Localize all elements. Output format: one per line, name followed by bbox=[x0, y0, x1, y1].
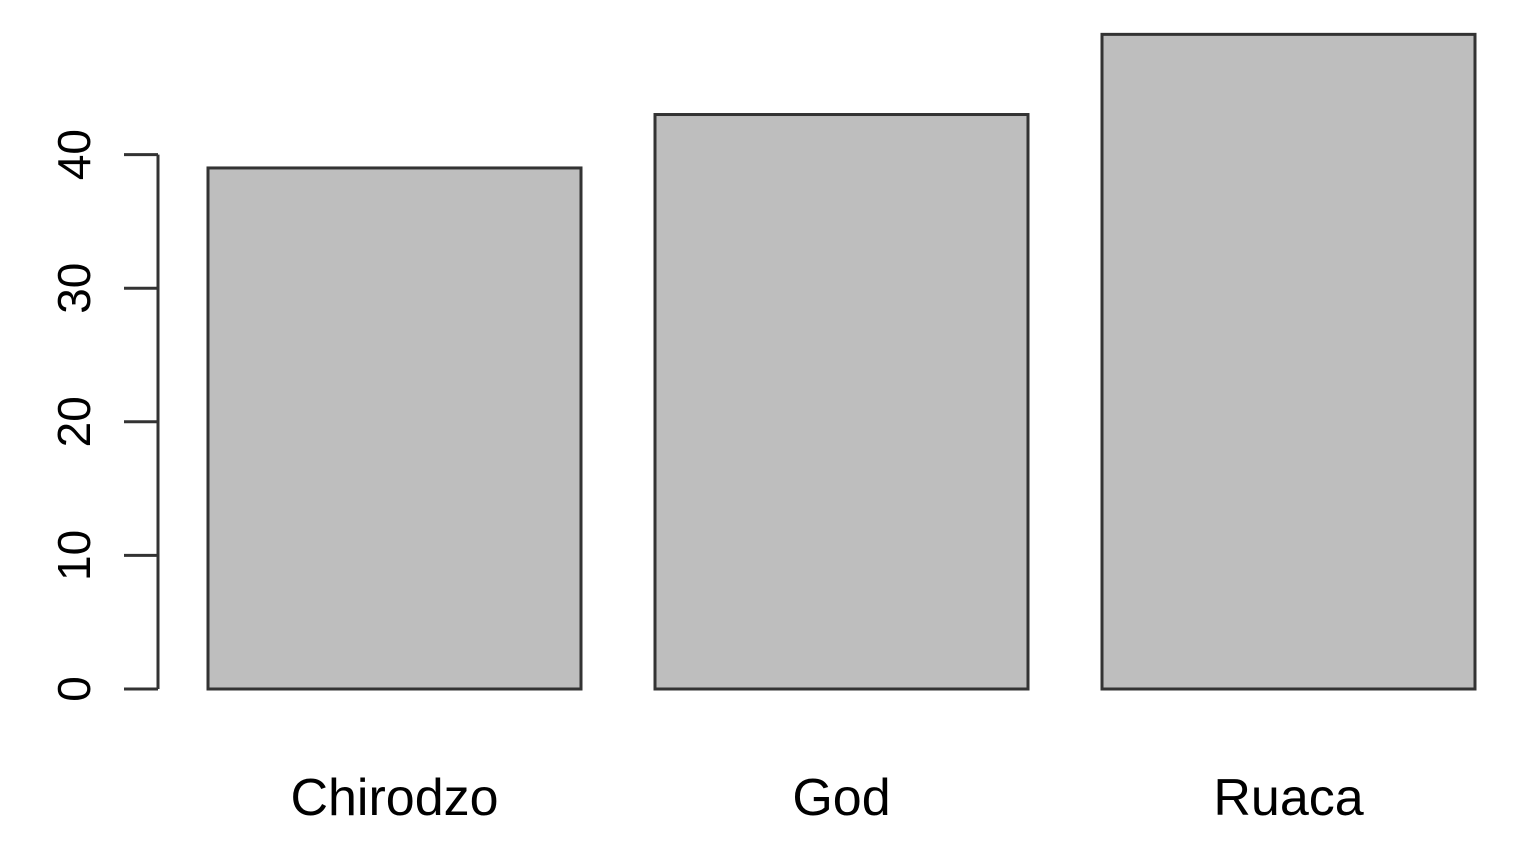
y-tick-label: 10 bbox=[48, 530, 100, 581]
bar-god bbox=[653, 113, 1030, 691]
y-tick-label: 0 bbox=[48, 676, 100, 702]
y-tick-label: 30 bbox=[48, 263, 100, 314]
bar-chirodzo bbox=[206, 166, 583, 691]
x-category-label: Ruaca bbox=[1213, 769, 1363, 827]
y-tick-label: 40 bbox=[48, 129, 100, 180]
bars bbox=[206, 32, 1477, 691]
x-axis-labels: Chirodzo God Ruaca bbox=[290, 769, 1363, 827]
x-category-label: Chirodzo bbox=[290, 769, 498, 827]
y-tick-label: 20 bbox=[48, 396, 100, 447]
y-axis: 0 10 20 30 40 bbox=[48, 129, 160, 702]
bar-ruaca bbox=[1100, 32, 1477, 691]
x-category-label: God bbox=[792, 769, 890, 827]
